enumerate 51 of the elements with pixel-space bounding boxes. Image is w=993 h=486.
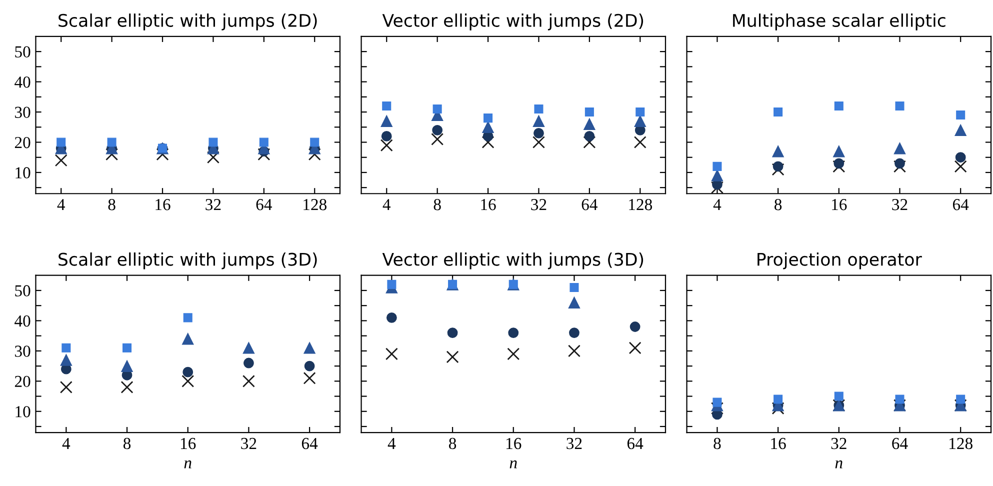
y-tick-label: 20 [14,136,30,148]
chart-title: Vector elliptic with jumps (3D) [382,252,644,270]
x-tick-label: 64 [256,199,272,210]
y-tick-label: 40 [14,315,30,327]
x-tick-label: 8 [108,198,116,210]
y-tick-label: 40 [14,76,30,88]
x-tick-label: 4 [57,199,66,210]
chart-title: Multiphase scalar elliptic [733,14,946,30]
x-axis-title: n [510,460,517,468]
chart-title: Projection operator [758,252,922,270]
x-tick-label: 16 [771,438,786,450]
x-tick-label: 32 [892,199,908,210]
x-tick-label: 8 [774,198,782,210]
x-tick-label: 32 [831,438,846,450]
x-tick-label: 8 [449,438,456,450]
x-tick-label: 8 [714,438,721,450]
x-tick-label: 32 [566,438,582,450]
x-tick-label: 64 [582,199,598,210]
x-tick-label: 128 [304,198,326,210]
x-tick-label: 32 [531,199,546,210]
chart-title: Vector elliptic with jumps (2D) [382,14,644,30]
y-tick-label: 10 [16,167,30,178]
x-axis-title: n [835,460,842,468]
x-tick-label: 64 [952,199,969,210]
y-tick-label: 50 [15,46,30,58]
x-tick-label: 128 [950,438,972,450]
x-tick-label: 4 [713,199,722,210]
y-tick-label: 10 [16,406,30,418]
chart-title: Scalar elliptic with jumps (3D) [58,252,317,270]
x-tick-label: 16 [481,199,496,210]
x-tick-label: 64 [627,438,644,450]
x-tick-label: 128 [629,198,652,210]
x-tick-label: 64 [302,438,318,450]
x-tick-label: 32 [241,438,256,450]
y-tick-label: 30 [15,346,30,357]
x-tick-label: 16 [180,438,196,450]
y-tick-label: 20 [14,376,30,388]
x-tick-label: 32 [206,199,221,210]
y-tick-label: 50 [15,285,30,296]
x-tick-label: 4 [62,438,70,449]
x-tick-label: 4 [388,438,396,449]
x-tick-label: 4 [382,199,391,210]
x-tick-label: 8 [123,438,131,450]
x-tick-label: 8 [434,198,441,210]
x-tick-label: 16 [156,199,170,210]
x-tick-label: 16 [506,438,522,450]
x-axis-title: n [184,460,192,468]
chart-title: Scalar elliptic with jumps (2D) [58,14,317,30]
x-tick-label: 16 [832,199,847,210]
y-tick-label: 30 [15,106,30,118]
x-tick-label: 64 [892,438,908,450]
